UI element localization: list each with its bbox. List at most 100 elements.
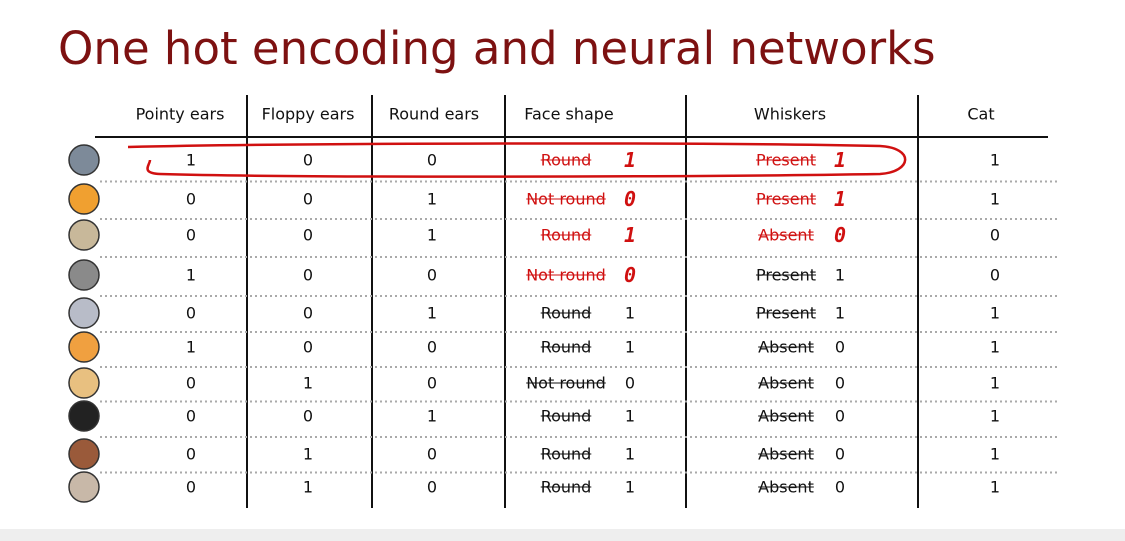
column-header: Whiskers — [753, 104, 827, 124]
struck-label: Round — [540, 337, 592, 357]
cell: 1 — [426, 406, 438, 426]
struck-label: Absent — [758, 406, 814, 426]
animal-icon — [68, 438, 100, 470]
handwritten-value: 1 — [833, 187, 847, 211]
struck-label: Round — [540, 150, 592, 170]
struck-label: Round — [540, 406, 592, 426]
cell: 0 — [185, 444, 197, 464]
cell: 0 — [185, 406, 197, 426]
column-header: Round ears — [388, 104, 480, 124]
struck-label: Not round — [526, 189, 606, 209]
cell: 1 — [989, 477, 1001, 497]
cell: 1 — [426, 225, 438, 245]
cell: 0 — [185, 477, 197, 497]
cell: 1 — [185, 337, 197, 357]
struck-label: Present — [755, 303, 817, 323]
column-header: Cat — [967, 104, 995, 124]
cell: 1 — [989, 303, 1001, 323]
cell: 0 — [302, 189, 314, 209]
cell: 0 — [834, 406, 846, 426]
cell: 0 — [834, 477, 846, 497]
cell: 0 — [426, 373, 438, 393]
column-header: Floppy ears — [261, 104, 355, 124]
cell: 0 — [426, 477, 438, 497]
animal-icon — [68, 367, 100, 399]
footer-bar — [0, 529, 1125, 541]
cell: 1 — [834, 303, 846, 323]
handwritten-value: 1 — [623, 148, 637, 172]
column-header: Pointy ears — [135, 104, 225, 124]
struck-label: Round — [540, 444, 592, 464]
cell: 1 — [989, 337, 1001, 357]
cell: 0 — [426, 265, 438, 285]
animal-icon — [68, 331, 100, 363]
cell: 0 — [989, 225, 1001, 245]
cell: 0 — [834, 373, 846, 393]
highlight-loop — [127, 142, 907, 178]
cell: 1 — [302, 444, 314, 464]
cell: 1 — [989, 444, 1001, 464]
cell: 1 — [624, 303, 636, 323]
column-header: Face shape — [524, 104, 614, 124]
handwritten-value: 1 — [623, 223, 637, 247]
cell: 1 — [989, 150, 1001, 170]
cell: 0 — [426, 337, 438, 357]
animal-icon — [68, 219, 100, 251]
cell: 1 — [989, 406, 1001, 426]
struck-label: Round — [540, 225, 592, 245]
cell: 0 — [834, 337, 846, 357]
handwritten-value: 0 — [623, 187, 637, 211]
cell: 1 — [185, 150, 197, 170]
struck-label: Absent — [758, 444, 814, 464]
struck-label: Round — [540, 477, 592, 497]
cell: 1 — [185, 265, 197, 285]
struck-label: Absent — [758, 373, 814, 393]
animal-icon — [68, 471, 100, 503]
animal-icon — [68, 400, 100, 432]
cell: 0 — [989, 265, 1001, 285]
cell: 0 — [834, 444, 846, 464]
struck-label: Round — [540, 303, 592, 323]
cell: 1 — [426, 303, 438, 323]
cell: 0 — [624, 373, 636, 393]
cell: 0 — [426, 444, 438, 464]
struck-label: Absent — [758, 225, 814, 245]
cell: 0 — [302, 225, 314, 245]
cell: 1 — [989, 189, 1001, 209]
cell: 1 — [624, 406, 636, 426]
handwritten-value: 0 — [623, 263, 637, 287]
struck-label: Not round — [526, 265, 606, 285]
cell: 1 — [624, 444, 636, 464]
struck-label: Present — [755, 265, 817, 285]
handwritten-value: 0 — [833, 223, 847, 247]
animal-icon — [68, 297, 100, 329]
cell: 1 — [624, 337, 636, 357]
cell: 1 — [426, 189, 438, 209]
cell: 0 — [302, 337, 314, 357]
cell: 0 — [185, 225, 197, 245]
struck-label: Present — [755, 189, 817, 209]
struck-label: Present — [755, 150, 817, 170]
handwritten-value: 1 — [833, 148, 847, 172]
cell: 0 — [302, 150, 314, 170]
title: One hot encoding and neural networks — [58, 22, 936, 75]
struck-label: Absent — [758, 337, 814, 357]
cell: 0 — [302, 303, 314, 323]
cell: 0 — [185, 303, 197, 323]
cell: 1 — [302, 477, 314, 497]
cell: 0 — [302, 406, 314, 426]
struck-label: Not round — [526, 373, 606, 393]
cell: 1 — [834, 265, 846, 285]
cell: 0 — [426, 150, 438, 170]
animal-icon — [68, 144, 100, 176]
cell: 1 — [989, 373, 1001, 393]
cell: 1 — [624, 477, 636, 497]
cell: 1 — [302, 373, 314, 393]
cell: 0 — [185, 373, 197, 393]
cell: 0 — [302, 265, 314, 285]
cell: 0 — [185, 189, 197, 209]
animal-icon — [68, 259, 100, 291]
struck-label: Absent — [758, 477, 814, 497]
